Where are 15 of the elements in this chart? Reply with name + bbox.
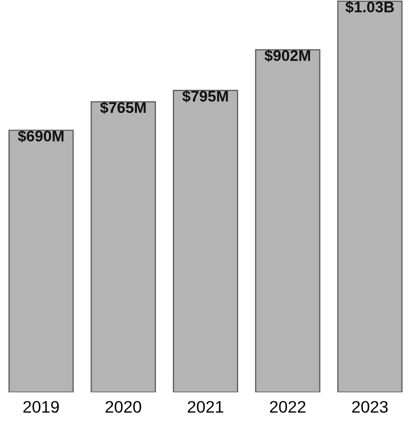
- bar: [172, 90, 238, 392]
- data-label: $690M: [18, 130, 64, 142]
- bar: [255, 49, 320, 392]
- x-tick-label: 2021: [188, 400, 224, 413]
- x-tick-label: 2019: [23, 400, 59, 413]
- data-label: $765M: [100, 102, 146, 114]
- data-label: $795M: [182, 90, 228, 103]
- data-label: $1.03B: [345, 0, 394, 14]
- bar: [90, 101, 156, 392]
- x-tick-label: 2020: [106, 400, 142, 413]
- x-tick-label: 2023: [352, 400, 388, 413]
- x-tick-label: 2022: [270, 400, 306, 413]
- bar: [337, 0, 403, 392]
- bar: [8, 130, 74, 392]
- data-label: $902M: [264, 50, 310, 62]
